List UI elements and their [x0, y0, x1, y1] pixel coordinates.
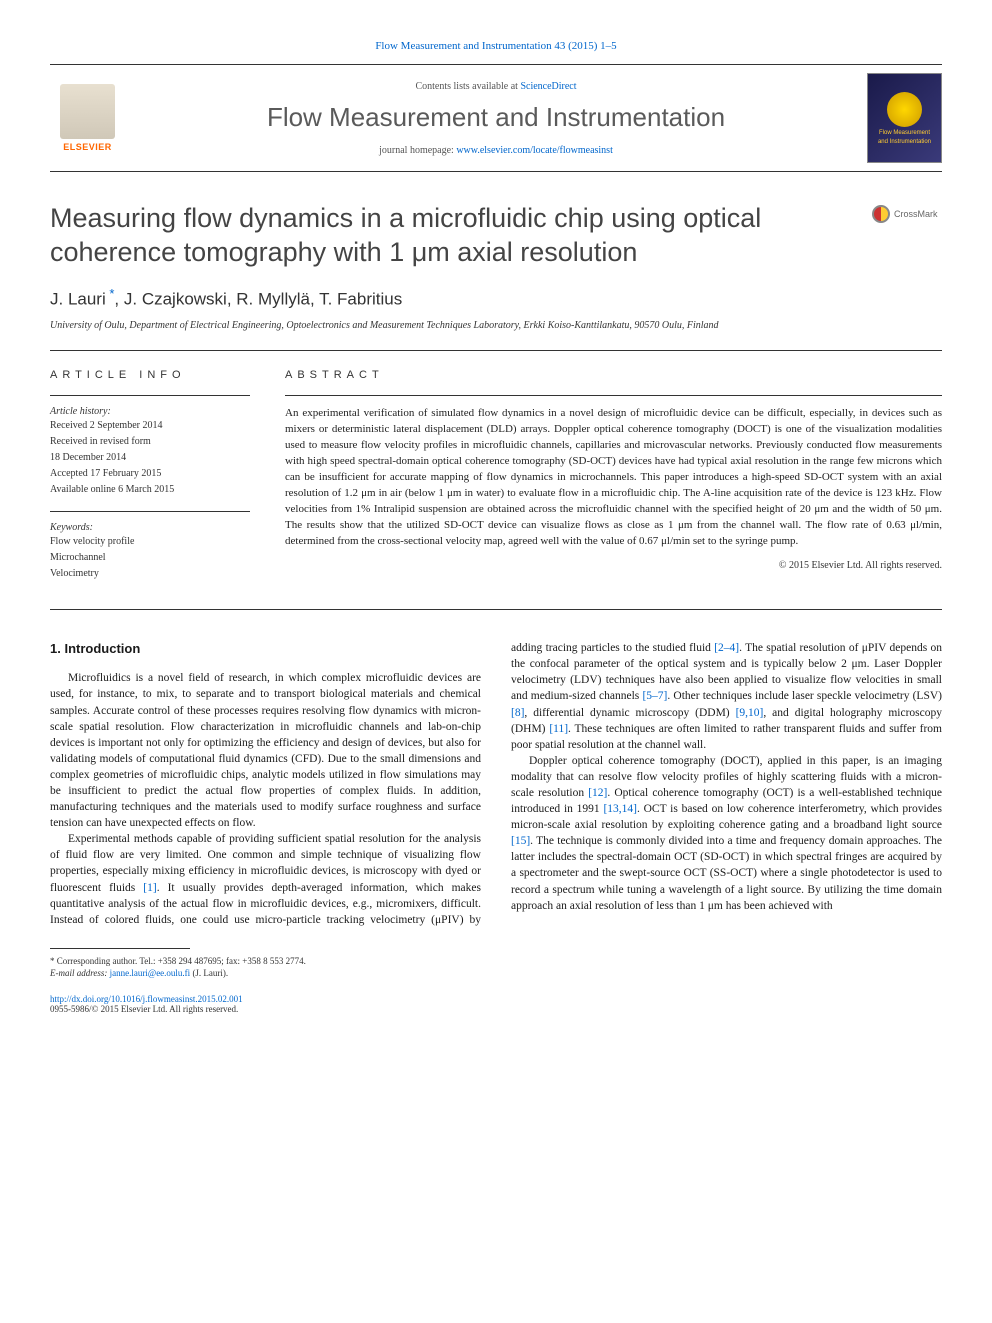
- author-names: J. Lauri: [50, 289, 106, 308]
- p2-text-g: . These techniques are often limited to …: [511, 723, 942, 751]
- journal-cover-thumbnail: Flow Measurement and Instrumentation: [867, 73, 942, 163]
- email-suffix: (J. Lauri).: [190, 968, 228, 978]
- article-history-block: Article history: Received 2 September 20…: [50, 406, 250, 497]
- info-abstract-row: ARTICLE INFO Article history: Received 2…: [50, 351, 942, 609]
- citation-header: Flow Measurement and Instrumentation 43 …: [50, 40, 942, 52]
- p2-text-e: , differential dynamic microscopy (DDM): [524, 707, 735, 719]
- divider-bottom: [50, 609, 942, 610]
- keyword-2: Velocimetry: [50, 567, 250, 581]
- p2-text-d: . Other techniques include laser speckle…: [667, 690, 942, 702]
- article-title: Measuring flow dynamics in a microfluidi…: [50, 202, 872, 270]
- abstract-divider: [285, 395, 942, 396]
- issn-copyright: 0955-5986/© 2015 Elsevier Ltd. All right…: [50, 1004, 942, 1014]
- history-line-3: Accepted 17 February 2015: [50, 467, 250, 481]
- homepage-prefix: journal homepage:: [379, 145, 456, 156]
- ref-link-13-14[interactable]: [13,14]: [603, 803, 637, 815]
- journal-name: Flow Measurement and Instrumentation: [125, 102, 867, 133]
- authors-line: J. Lauri *, J. Czajkowski, R. Myllylä, T…: [50, 286, 942, 310]
- body-section: 1. Introduction Microfluidics is a novel…: [50, 640, 942, 928]
- info-divider-1: [50, 395, 250, 396]
- body-columns: 1. Introduction Microfluidics is a novel…: [50, 640, 942, 928]
- article-info-heading: ARTICLE INFO: [50, 369, 250, 381]
- ref-link-15[interactable]: [15]: [511, 835, 530, 847]
- cover-text-1: Flow Measurement: [879, 130, 930, 136]
- elsevier-label: ELSEVIER: [63, 142, 112, 152]
- history-line-0: Received 2 September 2014: [50, 419, 250, 433]
- affiliation: University of Oulu, Department of Electr…: [50, 319, 942, 332]
- crossmark-label: CrossMark: [894, 209, 938, 219]
- contents-prefix: Contents lists available at: [415, 81, 520, 92]
- keyword-1: Microchannel: [50, 551, 250, 565]
- article-info-sidebar: ARTICLE INFO Article history: Received 2…: [50, 369, 250, 595]
- info-divider-2: [50, 511, 250, 512]
- corresponding-author-footnote: * Corresponding author. Tel.: +358 294 4…: [50, 955, 942, 980]
- keywords-label: Keywords:: [50, 522, 250, 533]
- ref-link-2-4[interactable]: [2–4]: [714, 642, 739, 654]
- doi-link[interactable]: http://dx.doi.org/10.1016/j.flowmeasinst…: [50, 994, 942, 1004]
- history-line-2: 18 December 2014: [50, 451, 250, 465]
- crossmark-icon: [872, 205, 890, 223]
- homepage-link[interactable]: www.elsevier.com/locate/flowmeasinst: [456, 145, 613, 156]
- abstract-heading: ABSTRACT: [285, 369, 942, 381]
- contents-line: Contents lists available at ScienceDirec…: [125, 81, 867, 92]
- ref-link-9-10[interactable]: [9,10]: [736, 707, 764, 719]
- section-heading: 1. Introduction: [50, 640, 481, 658]
- sciencedirect-link[interactable]: ScienceDirect: [520, 81, 576, 92]
- ref-link-12[interactable]: [12]: [588, 787, 607, 799]
- journal-header: ELSEVIER Contents lists available at Sci…: [50, 64, 942, 172]
- section-number: 1.: [50, 641, 61, 656]
- history-line-1: Received in revised form: [50, 435, 250, 449]
- abstract-text: An experimental verification of simulate…: [285, 406, 942, 549]
- author-email-link[interactable]: janne.lauri@ee.oulu.fi: [110, 968, 191, 978]
- header-center: Contents lists available at ScienceDirec…: [125, 81, 867, 156]
- elsevier-logo: ELSEVIER: [50, 76, 125, 161]
- crossmark-badge[interactable]: CrossMark: [872, 202, 942, 226]
- ref-link-1[interactable]: [1]: [143, 882, 156, 894]
- footnote-divider: [50, 948, 190, 949]
- abstract-section: ABSTRACT An experimental verification of…: [285, 369, 942, 595]
- copyright-line: © 2015 Elsevier Ltd. All rights reserved…: [285, 560, 942, 571]
- author-names-rest: , J. Czajkowski, R. Myllylä, T. Fabritiu…: [114, 289, 402, 308]
- history-line-4: Available online 6 March 2015: [50, 483, 250, 497]
- title-row: Measuring flow dynamics in a microfluidi…: [50, 202, 942, 270]
- keywords-block: Keywords: Flow velocity profile Microcha…: [50, 522, 250, 581]
- section-title: Introduction: [64, 641, 140, 656]
- homepage-line: journal homepage: www.elsevier.com/locat…: [125, 145, 867, 156]
- email-label: E-mail address:: [50, 968, 110, 978]
- elsevier-tree-icon: [60, 84, 115, 139]
- corr-author-contact: * Corresponding author. Tel.: +358 294 4…: [50, 955, 942, 968]
- ref-link-11[interactable]: [11]: [549, 723, 568, 735]
- body-paragraph-1: Microfluidics is a novel field of resear…: [50, 670, 481, 831]
- body-paragraph-3: Doppler optical coherence tomography (DO…: [511, 753, 942, 914]
- keyword-0: Flow velocity profile: [50, 535, 250, 549]
- p3-text-d: . The technique is commonly divided into…: [511, 835, 942, 911]
- corr-author-email-line: E-mail address: janne.lauri@ee.oulu.fi (…: [50, 967, 942, 980]
- cover-text-2: and Instrumentation: [878, 139, 931, 145]
- history-label: Article history:: [50, 406, 250, 417]
- cover-graphic-icon: [887, 92, 922, 127]
- ref-link-8[interactable]: [8]: [511, 707, 524, 719]
- ref-link-5-7[interactable]: [5–7]: [642, 690, 667, 702]
